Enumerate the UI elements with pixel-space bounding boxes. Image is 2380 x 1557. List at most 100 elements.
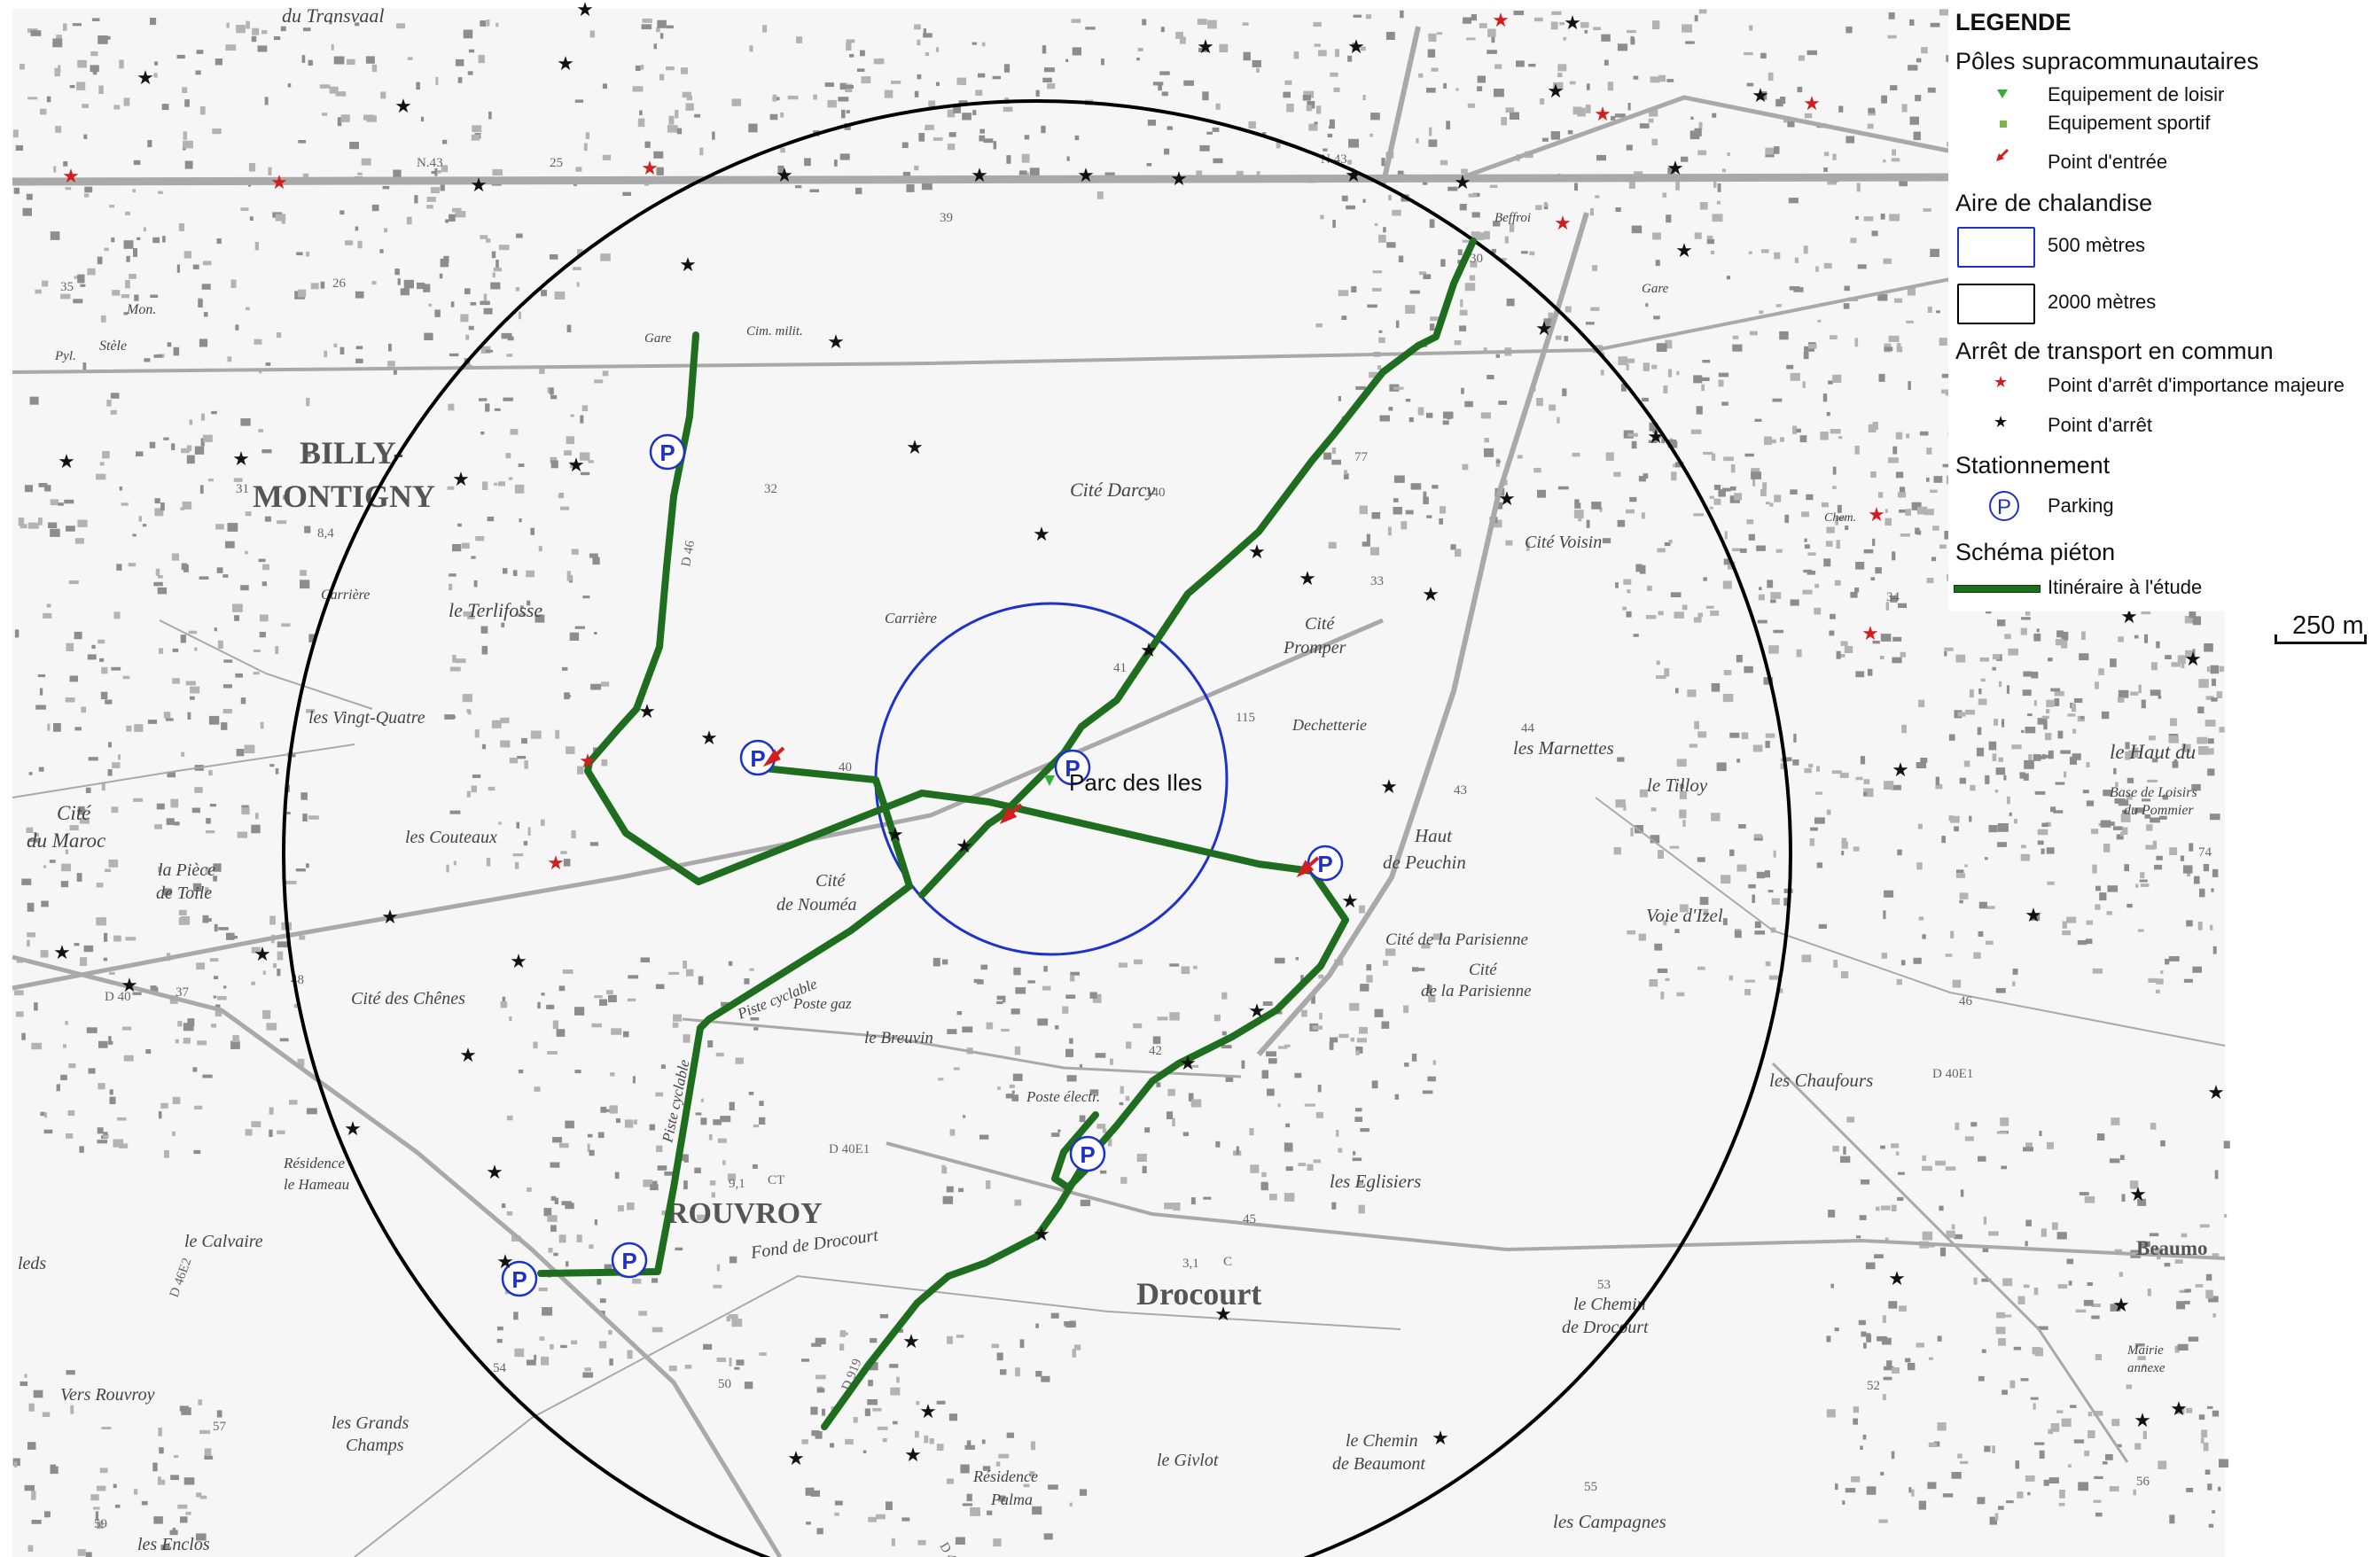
label-34: 34 <box>1886 590 1900 604</box>
entry-point-arrow-icon <box>1296 856 1320 877</box>
major-stop-star-icon: ★ <box>1554 213 1572 235</box>
stop-star-icon: ★ <box>1752 85 1769 107</box>
stop-star-icon: ★ <box>2207 1082 2225 1104</box>
road-network <box>12 26 2226 1557</box>
legend-item-arret: Point d'arrêt <box>2048 414 2152 436</box>
label-transvaal: du Transvaal <box>282 4 385 27</box>
stop-star-icon: ★ <box>2134 1410 2151 1432</box>
label-55: 55 <box>1584 1480 1597 1494</box>
stop-star-icon: ★ <box>459 1045 477 1067</box>
stop-star-icon: ★ <box>1564 12 1581 35</box>
legend-section-chalandise: Aire de chalandise <box>1955 190 2153 216</box>
label-le-breuvin: le Breuvin <box>864 1029 933 1047</box>
label-de-drocourt: de Drocourt <box>1562 1318 1649 1337</box>
svg-text:P: P <box>1317 851 1332 877</box>
svg-text:P: P <box>511 1266 527 1293</box>
scale-label: 250 m <box>2292 611 2364 640</box>
label-9-1: 9,1 <box>729 1177 745 1191</box>
label-les-vingt-quatre: les Vingt-Quatre <box>308 708 425 728</box>
label-rouvroy: ROUVROY <box>667 1197 823 1230</box>
label-31: 31 <box>236 482 249 496</box>
label-mon: Mon. <box>126 302 156 317</box>
parking-drocourt[interactable]: P <box>1069 1135 1106 1172</box>
legend-item-itineraire: Itinéraire à l'étude <box>2048 576 2203 598</box>
stop-star-icon: ★ <box>2184 649 2202 671</box>
stop-star-icon: ★ <box>1994 413 2009 431</box>
major-stop-star-icon: ★ <box>641 158 659 180</box>
stop-star-icon: ★ <box>700 728 718 750</box>
label-cim-milit: Cim. milit. <box>746 324 803 339</box>
sport-facility-icon <box>2000 121 2007 128</box>
parking-rouvroy-west[interactable]: P <box>501 1260 538 1297</box>
stop-star-icon: ★ <box>886 824 904 846</box>
label-77: 77 <box>1354 450 1369 464</box>
entry-points <box>762 746 1320 877</box>
built-up-areas <box>12 9 2230 1557</box>
label-42: 42 <box>1149 1044 1162 1058</box>
label-41: 41 <box>1113 661 1127 675</box>
label-poste-gaz: Poste gaz <box>792 995 852 1012</box>
label-le-calvaire: le Calvaire <box>184 1232 263 1251</box>
legend-item-500m: 500 mètres <box>2048 234 2146 256</box>
parking-peuchin[interactable]: P <box>1307 845 1344 882</box>
stop-star-icon: ★ <box>827 331 845 354</box>
label-carriere-2: Carrière <box>885 610 937 627</box>
label-33: 33 <box>1370 574 1384 588</box>
label-le-hameau: le Hameau <box>284 1176 349 1193</box>
label-30: 30 <box>1470 252 1483 266</box>
stop-star-icon: ★ <box>1033 524 1050 546</box>
svg-text:P: P <box>1080 1141 1095 1168</box>
label-cite-4: Cité <box>57 802 92 824</box>
label-de-toile: de Toile <box>156 884 212 903</box>
legend-section-poles: Pôles supracommunautaires <box>1955 48 2259 74</box>
map-labels: du Transvaal BILLY- MONTIGNY ROUVROY Dro… <box>18 4 2212 1557</box>
label-du-pommier: du Pommier <box>2124 803 2194 818</box>
label-le-tilloy: le Tilloy <box>1647 775 1708 796</box>
svg-text:P: P <box>1997 495 2011 519</box>
catchment-2000m-swatch <box>1957 284 2035 324</box>
stop-star-icon: ★ <box>906 437 924 459</box>
stop-star-icon: ★ <box>1347 36 1365 58</box>
entry-point-arrow-icon <box>1996 148 2009 161</box>
label-cite-3: Cité <box>815 871 846 891</box>
label-drocourt: Drocourt <box>1136 1276 1261 1312</box>
label-le-terlifosse: le Terlifosse <box>449 599 542 621</box>
route-swatch <box>1954 585 2041 593</box>
label-le-chemin: le Chemin <box>1573 1295 1646 1314</box>
legend-item-sportif: Equipement sportif <box>2048 112 2211 134</box>
route-loop <box>1051 1111 1099 1191</box>
label-pyl: Pyl. <box>54 349 76 363</box>
topographic-basemap <box>12 9 2225 1557</box>
stop-star-icon: ★ <box>902 1331 920 1353</box>
stop-star-icon: ★ <box>381 907 399 929</box>
label-carriere: Carrière <box>321 588 370 603</box>
legend-section-pieton: Schéma piéton <box>1955 539 2116 565</box>
label-d46: D 46 <box>679 539 698 567</box>
label-d40e1-2: D 40E1 <box>1932 1067 1973 1081</box>
label-billy: BILLY- <box>300 435 403 471</box>
stop-star-icon: ★ <box>1535 318 1553 340</box>
parking-rouvroy[interactable]: P <box>611 1242 648 1279</box>
label-8-4: 8,4 <box>317 526 334 541</box>
svg-text:P: P <box>659 440 675 466</box>
label-45: 45 <box>1243 1212 1256 1226</box>
parking-terlifosse[interactable]: P <box>739 739 776 776</box>
stop-star-icon: ★ <box>510 951 527 973</box>
parking-parc-des-iles[interactable]: P <box>1054 749 1091 786</box>
parking-markers[interactable]: P P P P P P P <box>501 433 1344 1297</box>
major-stop-star-icon: ★ <box>547 852 565 875</box>
stop-star-icon: ★ <box>1179 1053 1197 1075</box>
label-140: 140 <box>1145 486 1166 500</box>
label-gare: Gare <box>644 331 672 346</box>
label-beffroi: Beffroi <box>1494 211 1531 225</box>
label-residence: Résidence <box>972 1467 1038 1485</box>
entry-point-arrow-icon <box>762 746 785 767</box>
label-chem: Chem. <box>1824 511 1856 525</box>
parking-billy-montigny[interactable]: P <box>649 433 686 471</box>
label-37: 37 <box>176 985 190 1000</box>
label-74: 74 <box>2198 845 2212 860</box>
major-stop-star-icon: ★ <box>1492 10 1510 32</box>
stop-star-icon: ★ <box>1248 1000 1266 1023</box>
transit-stops: ★★★★★ ★ ★ ★ ★ ★ ★★ ★★★★★★★★★★★★★★★★★★★★★★★★★★★★… <box>53 0 2225 1470</box>
scale-bar: 250 m <box>2271 611 2370 647</box>
